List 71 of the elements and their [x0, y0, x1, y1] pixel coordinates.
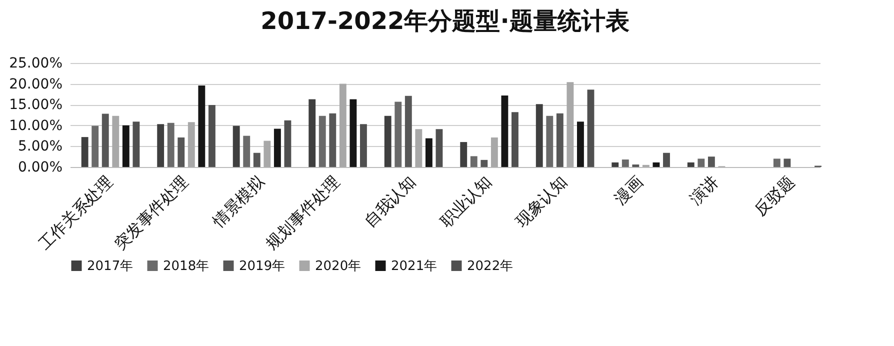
- bar: [708, 156, 715, 167]
- bar: [178, 137, 185, 167]
- x-tick-label: 自我认知: [360, 172, 420, 231]
- bar: [92, 126, 99, 167]
- bar: [274, 128, 281, 167]
- y-tick-label: 15.00%: [9, 97, 62, 114]
- y-tick-label: 10.00%: [9, 118, 62, 134]
- bar: [284, 120, 292, 167]
- bar: [460, 142, 468, 167]
- bar: [622, 160, 629, 167]
- y-tick-label: 20.00%: [9, 76, 62, 92]
- bar: [112, 116, 120, 167]
- bar: [415, 129, 422, 167]
- bar: [556, 113, 564, 167]
- x-tick-label: 现象认知: [512, 172, 571, 231]
- y-tick-label: 25.00%: [9, 56, 62, 72]
- bar: [612, 162, 619, 167]
- bar: [490, 137, 498, 167]
- bar: [784, 158, 791, 167]
- bar: [329, 113, 336, 167]
- bar: [384, 116, 392, 167]
- legend-label: 2019年: [239, 258, 286, 274]
- bar: [546, 116, 554, 167]
- bar: [198, 85, 206, 167]
- x-tick-label: 漫画: [610, 172, 646, 208]
- bar: [253, 152, 260, 167]
- bar: [350, 99, 357, 167]
- bar: [157, 124, 164, 167]
- bar: [132, 122, 140, 167]
- legend-label: 2020年: [315, 258, 362, 274]
- legend-label: 2017年: [87, 258, 134, 274]
- bar: [404, 96, 412, 167]
- bar: [122, 125, 130, 167]
- bar: [536, 104, 543, 167]
- bar: [167, 122, 174, 167]
- bar: [425, 138, 432, 167]
- bar: [687, 162, 694, 167]
- bar: [208, 105, 216, 167]
- y-tick-label: 0.00%: [18, 160, 62, 176]
- bar: [308, 99, 316, 167]
- bar: [318, 116, 326, 167]
- bar: [512, 112, 518, 167]
- bar: [470, 156, 478, 167]
- legend-label: 2022年: [467, 258, 514, 274]
- bar: [577, 122, 584, 167]
- bar: [243, 136, 250, 167]
- bar: [480, 160, 488, 167]
- bar: [264, 140, 271, 167]
- bar: [587, 90, 594, 167]
- bar: [663, 152, 670, 167]
- legend-label: 2018年: [163, 258, 210, 274]
- x-tick-label: 职业认知: [436, 172, 495, 231]
- x-tick-label: 情景模拟: [208, 171, 268, 232]
- bar: [436, 129, 443, 167]
- x-tick-label: 反驳题: [750, 172, 798, 220]
- bar: [394, 102, 402, 167]
- bar: [773, 158, 780, 167]
- bar: [188, 122, 195, 167]
- bar: [339, 84, 346, 167]
- x-tick-label: 演讲: [686, 172, 722, 208]
- bar: [501, 95, 508, 167]
- bar: [360, 124, 367, 167]
- bar: [81, 137, 88, 167]
- bar: [232, 126, 240, 167]
- bar: [102, 114, 109, 167]
- y-tick-label: 5.00%: [18, 138, 62, 155]
- chart-title: 2017-2022年分题型·题量统计表: [260, 7, 630, 35]
- legend-label: 2021年: [391, 258, 438, 274]
- bar: [698, 158, 705, 167]
- bar: [652, 162, 660, 167]
- bar: [566, 82, 574, 167]
